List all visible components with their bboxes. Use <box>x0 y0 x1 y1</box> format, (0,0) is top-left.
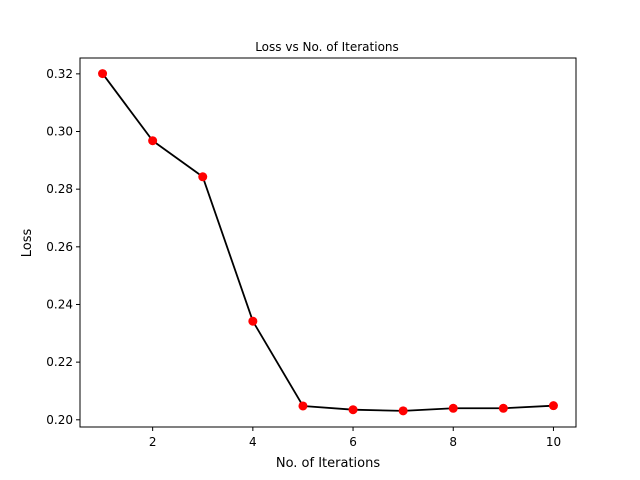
x-axis-ticks: 2 4 6 8 10 <box>149 427 561 449</box>
y-tick-label: 0.24 <box>46 297 73 311</box>
data-point-marker <box>148 136 158 146</box>
data-point-marker <box>348 405 358 415</box>
data-point-marker <box>298 401 308 411</box>
y-tick-label: 0.30 <box>46 125 73 139</box>
y-tick-label: 0.20 <box>46 413 73 427</box>
x-tick-label: 4 <box>249 435 257 449</box>
data-point-marker <box>198 172 208 182</box>
y-axis-ticks: 0.20 0.22 0.24 0.26 0.28 0.30 0.32 <box>46 67 80 427</box>
x-tick-label: 6 <box>349 435 357 449</box>
x-tick-label: 2 <box>149 435 157 449</box>
data-point-marker <box>248 316 258 326</box>
x-axis-label: No. of Iterations <box>276 456 381 471</box>
y-tick-label: 0.32 <box>46 67 73 81</box>
y-tick-label: 0.26 <box>46 240 73 254</box>
chart-title: Loss vs No. of Iterations <box>255 40 399 54</box>
data-point-marker <box>448 403 458 413</box>
data-point-marker <box>548 401 558 411</box>
plot-area-frame <box>79 57 577 428</box>
series-layer <box>98 69 558 416</box>
x-tick-label: 10 <box>546 435 561 449</box>
x-tick-label: 8 <box>449 435 457 449</box>
y-tick-label: 0.28 <box>46 182 73 196</box>
y-axis-label: Loss <box>20 229 35 258</box>
data-point-marker <box>498 403 508 413</box>
data-point-marker <box>98 69 108 79</box>
loss-series-line <box>101 73 554 412</box>
y-tick-label: 0.22 <box>46 355 73 369</box>
data-point-marker <box>398 406 408 416</box>
